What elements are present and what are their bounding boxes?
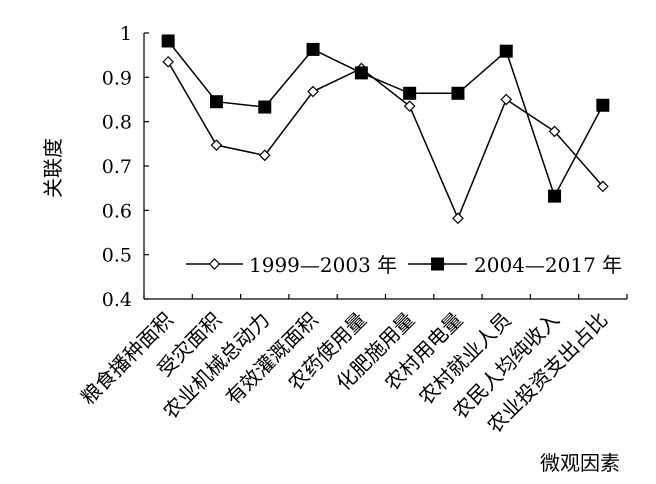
data-point	[403, 100, 416, 112]
data-point	[162, 55, 174, 68]
y-tick-label: 0.5	[102, 245, 132, 267]
data-point	[306, 42, 320, 56]
series-layer	[161, 34, 610, 225]
x-axis-label: 微观因素	[540, 451, 620, 475]
data-point	[451, 86, 465, 100]
y-tick-label: 0.7	[102, 156, 132, 178]
y-tick-label: 1	[120, 23, 132, 45]
data-point	[258, 100, 272, 114]
data-point	[500, 93, 513, 106]
data-point	[210, 139, 223, 152]
data-point	[307, 85, 319, 98]
series-2	[161, 34, 610, 203]
data-point	[161, 34, 175, 48]
data-point	[403, 86, 417, 100]
data-point	[452, 212, 464, 225]
legend-item: 2004—2017 年	[408, 253, 622, 277]
y-tick-label: 0.4	[102, 289, 132, 311]
axes: 0.40.50.60.70.80.91粮食播种面积受灾面积农业机械总动力有效灌溉…	[76, 23, 628, 438]
y-axis-label: 关联度	[41, 138, 65, 198]
legend-label: 1999—2003 年	[249, 253, 397, 277]
data-point	[258, 149, 271, 162]
series-1	[162, 55, 609, 225]
data-point	[548, 125, 561, 138]
data-point	[209, 95, 223, 109]
legend-marker	[431, 257, 444, 271]
legend: 1999—2003 年 2004—2017 年	[186, 253, 622, 277]
data-point	[354, 66, 368, 80]
data-point	[499, 44, 513, 58]
data-point	[548, 189, 562, 203]
data-point	[596, 98, 610, 112]
data-point	[597, 180, 609, 193]
legend-item: 1999—2003 年	[186, 253, 397, 277]
legend-marker	[208, 258, 221, 270]
y-tick-label: 0.9	[102, 67, 132, 89]
y-tick-label: 0.8	[102, 112, 132, 134]
series-line	[167, 61, 604, 221]
y-tick-label: 0.6	[102, 200, 132, 222]
series-line	[167, 40, 604, 199]
legend-label: 2004—2017 年	[474, 253, 622, 277]
